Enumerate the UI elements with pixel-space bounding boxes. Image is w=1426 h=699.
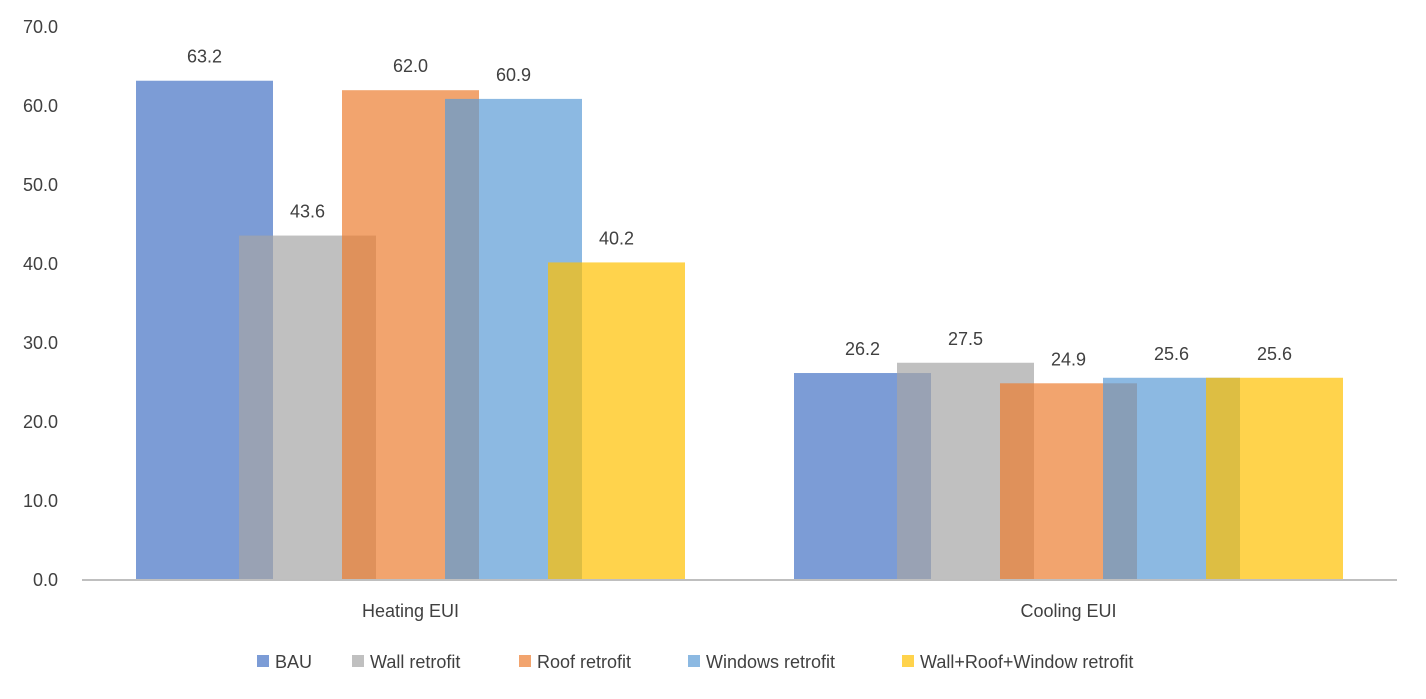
- y-tick-label: 0.0: [33, 570, 58, 590]
- y-tick-label: 60.0: [23, 96, 58, 116]
- legend-swatch: [257, 655, 269, 667]
- y-tick-label: 20.0: [23, 412, 58, 432]
- data-label: 63.2: [187, 47, 222, 67]
- x-axis: Heating EUI Cooling EUI: [362, 601, 1117, 621]
- data-label: 43.6: [290, 202, 325, 222]
- bar: [1206, 377, 1343, 580]
- y-tick-label: 30.0: [23, 333, 58, 353]
- y-tick-label: 70.0: [23, 17, 58, 37]
- data-label: 40.2: [599, 228, 634, 248]
- legend-label: BAU: [275, 652, 312, 672]
- x-tick-label: Cooling EUI: [1020, 601, 1116, 621]
- x-tick-label: Heating EUI: [362, 601, 459, 621]
- legend-label: Wall retrofit: [370, 652, 460, 672]
- legend-swatch: [352, 655, 364, 667]
- y-axis: 0.0 10.0 20.0 30.0 40.0 50.0 60.0 70.0: [23, 17, 58, 590]
- data-label: 60.9: [496, 65, 531, 85]
- y-tick-label: 10.0: [23, 491, 58, 511]
- bars: 63.2 26.2 43.6 27.5 62.0 24.9 60.9 25.6 40.2 25.6: [136, 47, 1343, 580]
- y-tick-label: 40.0: [23, 254, 58, 274]
- data-label: 24.9: [1051, 349, 1086, 369]
- data-label: 25.6: [1154, 344, 1189, 364]
- data-label: 26.2: [845, 339, 880, 359]
- legend-label: Roof retrofit: [537, 652, 631, 672]
- legend-label: Windows retrofit: [706, 652, 835, 672]
- legend-swatch: [902, 655, 914, 667]
- bar: [548, 262, 685, 580]
- y-tick-label: 50.0: [23, 175, 58, 195]
- data-label: 62.0: [393, 56, 428, 76]
- legend-swatch: [688, 655, 700, 667]
- data-label: 27.5: [948, 329, 983, 349]
- data-label: 25.6: [1257, 344, 1292, 364]
- legend-swatch: [519, 655, 531, 667]
- legend: BAU Wall retrofit Roof retrofit Windows ret…: [257, 652, 1133, 672]
- legend-label: Wall+Roof+Window retrofit: [920, 652, 1133, 672]
